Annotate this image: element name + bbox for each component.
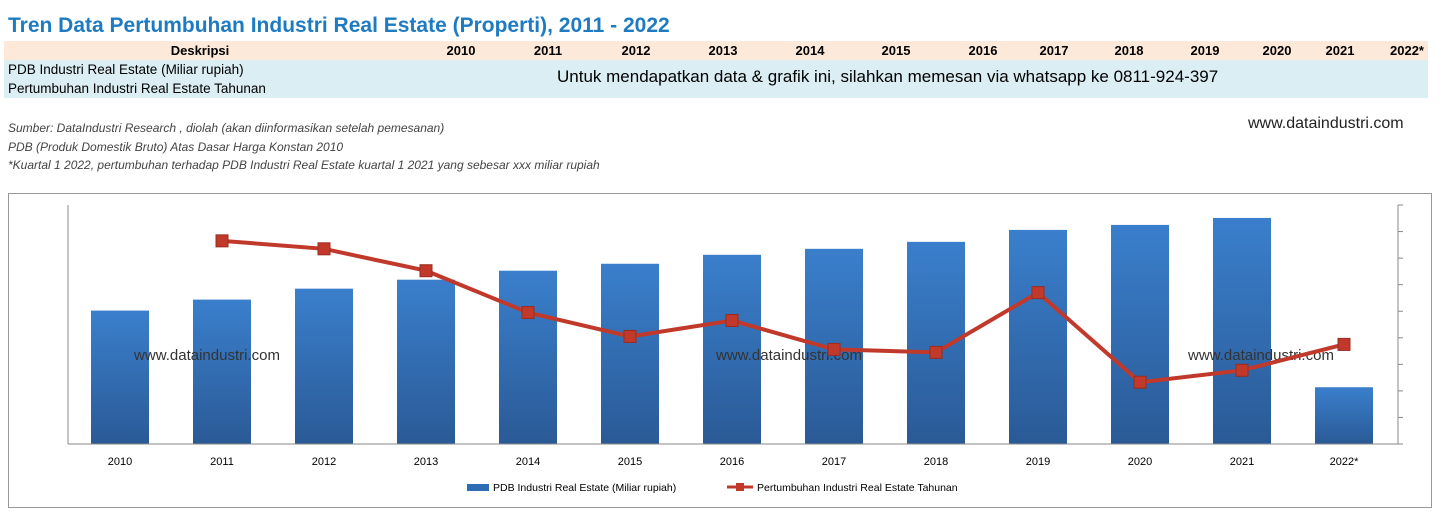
header-year: 2020: [1262, 43, 1292, 58]
table-body: PDB Industri Real Estate (Miliar rupiah)…: [4, 60, 1428, 98]
quarter-note: *Kuartal 1 2022, pertumbuhan terhadap PD…: [8, 158, 600, 172]
header-year: 2014: [795, 43, 825, 58]
growth-marker: [1337, 337, 1351, 351]
bar: [397, 279, 455, 444]
growth-line: [221, 238, 1345, 385]
page-title: Tren Data Pertumbuhan Industri Real Esta…: [8, 14, 670, 37]
x-tick-label: 2011: [210, 456, 234, 468]
header-year: 2013: [708, 43, 738, 58]
legend-line-marker: [736, 483, 744, 491]
website-link[interactable]: www.dataindustri.com: [1248, 115, 1404, 132]
header-year: 2022*: [1390, 43, 1424, 58]
bar: [193, 299, 251, 444]
legend-bar-swatch: [467, 484, 489, 491]
bar: [1111, 224, 1169, 444]
x-tick-label: 2017: [822, 456, 846, 468]
pdb-note: PDB (Produk Domestik Bruto) Atas Dasar H…: [8, 140, 344, 154]
header-year: 2018: [1114, 43, 1144, 58]
watermark: www.dataindustri.com: [133, 347, 280, 364]
growth-marker: [827, 342, 841, 356]
bar: [703, 254, 761, 444]
header-deskripsi: Deskripsi: [170, 43, 230, 58]
header-year: 2015: [881, 43, 911, 58]
bar: [907, 241, 965, 444]
header-year: 2011: [533, 43, 563, 58]
growth-marker: [419, 264, 433, 278]
header-year: 2019: [1190, 43, 1220, 58]
header-year: 2021: [1325, 43, 1355, 58]
growth-marker: [1235, 363, 1249, 377]
x-tick-label: 2014: [516, 456, 540, 468]
bar: [295, 288, 353, 444]
chart-frame: [8, 193, 1432, 508]
table-header: Deskripsi 2010 2011 2012 2013 2014 2015 2016 20…: [4, 41, 1428, 60]
x-tick-label: 2010: [108, 456, 132, 468]
growth-marker: [215, 234, 229, 248]
bar: [1213, 217, 1271, 444]
growth-marker: [1133, 375, 1147, 389]
x-tick-label: 2020: [1128, 456, 1152, 468]
header-year: 2012: [621, 43, 651, 58]
bar: [499, 270, 557, 444]
row-label-pdb: PDB Industri Real Estate (Miliar rupiah): [8, 62, 244, 77]
header-year: 2017: [1039, 43, 1069, 58]
bar: [1009, 229, 1067, 444]
watermark: www.dataindustri.com: [1187, 347, 1334, 364]
watermark: www.dataindustri.com: [715, 347, 862, 364]
order-notice: Untuk mendapatkan data & grafik ini, sil…: [557, 67, 1219, 86]
growth-marker: [317, 242, 331, 256]
legend-bar-label: PDB Industri Real Estate (Miliar rupiah): [493, 482, 676, 494]
x-tick-label: 2021: [1230, 456, 1254, 468]
x-tick-label: 2013: [414, 456, 438, 468]
growth-marker: [623, 329, 637, 343]
growth-marker: [521, 306, 535, 320]
x-tick-label: 2019: [1026, 456, 1050, 468]
growth-marker: [929, 345, 943, 359]
header-year: 2016: [968, 43, 998, 58]
row-label-growth: Pertumbuhan Industri Real Estate Tahunan: [8, 81, 266, 96]
x-tick-label: 2015: [618, 456, 642, 468]
legend-line-label: Pertumbuhan Industri Real Estate Tahunan: [757, 482, 958, 494]
bar: [601, 263, 659, 444]
x-tick-label: 2012: [312, 456, 336, 468]
bar: [1315, 387, 1373, 444]
growth-marker: [725, 314, 739, 328]
growth-marker: [1031, 286, 1045, 300]
header-year: 2010: [446, 43, 476, 58]
x-tick-label: 2016: [720, 456, 744, 468]
bar: [91, 310, 149, 444]
x-tick-label: 2018: [924, 456, 948, 468]
x-tick-label: 2022*: [1330, 456, 1359, 468]
source-note: Sumber: DataIndustri Research , diolah (…: [8, 121, 445, 135]
